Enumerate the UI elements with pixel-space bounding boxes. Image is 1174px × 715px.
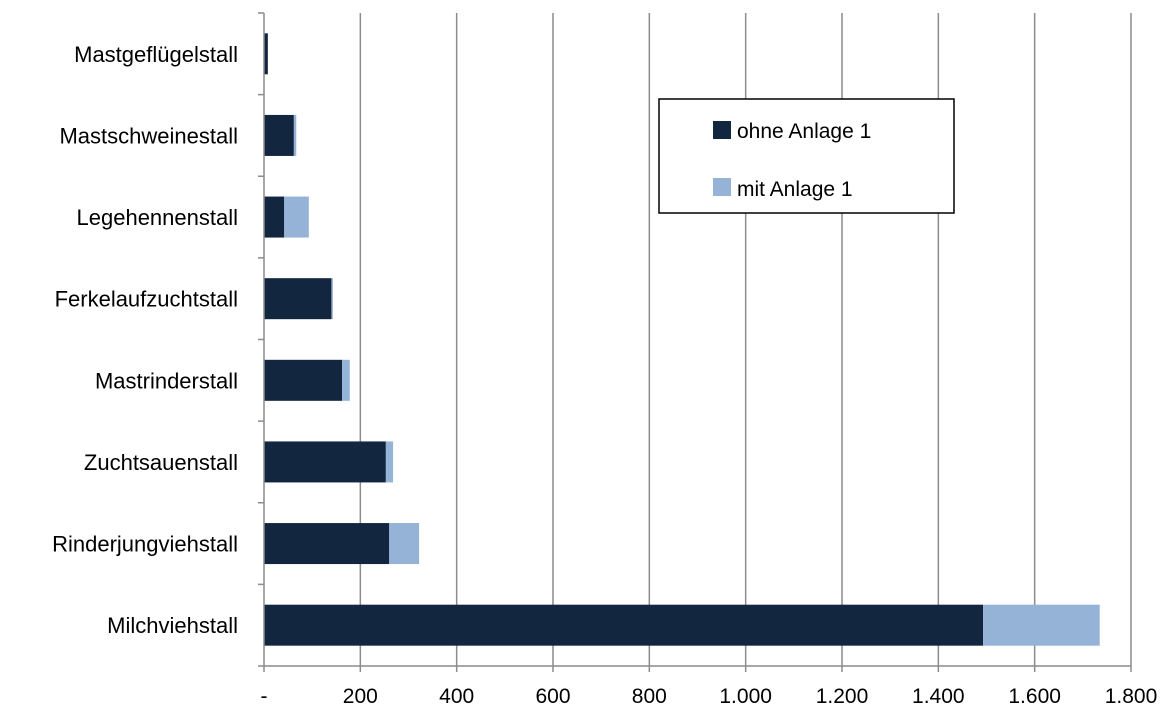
tick-labels: - 200 400 600 800 1.000 1.200 1.400 1.600 1.800 <box>261 685 1158 708</box>
category-label: Milchviehstall <box>107 613 238 638</box>
bar-ohne-anlage-1 <box>264 114 294 156</box>
bar-mit-anlage-1 <box>385 441 394 483</box>
category-label: Rinderjungviehstall <box>52 532 238 557</box>
bar-ohne-anlage-1 <box>264 359 343 401</box>
x-tick-label: 1.000 <box>719 685 772 708</box>
legend-label-ohne-anlage-1: ohne Anlage 1 <box>737 120 871 143</box>
bars <box>264 33 1100 646</box>
category-label: Ferkelaufzuchtstall <box>55 287 238 312</box>
category-label: Mastrinderstall <box>95 368 238 393</box>
x-tick-label: 800 <box>632 685 667 708</box>
bar-mit-anlage-1 <box>331 278 333 320</box>
x-tick-label: 1.600 <box>1008 685 1061 708</box>
x-tick-label: 1.400 <box>912 685 965 708</box>
category-labels: Mastgeflügelstall Mastschweinestall Legehe… <box>52 42 238 638</box>
axes <box>258 12 1132 672</box>
category-label: Zuchtsauenstall <box>84 450 238 475</box>
legend-swatch-mit-anlage-1 <box>713 178 731 196</box>
bar-ohne-anlage-1 <box>264 278 332 320</box>
bar-mit-anlage-1 <box>293 114 297 156</box>
x-tick-label: 1.800 <box>1105 685 1158 708</box>
bar-ohne-anlage-1 <box>264 441 386 483</box>
category-label: Legehennenstall <box>77 205 238 230</box>
bar-ohne-anlage-1 <box>264 523 390 565</box>
bar-ohne-anlage-1 <box>264 33 268 75</box>
bar-mit-anlage-1 <box>983 604 1100 646</box>
x-tick-label: 200 <box>343 685 378 708</box>
category-label: Mastschweinestall <box>59 123 238 148</box>
legend-swatch-ohne-anlage-1 <box>713 121 731 139</box>
x-tick-label: 400 <box>439 685 474 708</box>
legend: ohne Anlage 1 mit Anlage 1 <box>658 98 955 214</box>
x-tick-label: - <box>261 685 268 708</box>
category-label: Mastgeflügelstall <box>74 42 238 67</box>
bar-mit-anlage-1 <box>284 196 309 238</box>
x-tick-label: 600 <box>535 685 570 708</box>
bar-mit-anlage-1 <box>342 359 350 401</box>
bar-ohne-anlage-1 <box>264 196 285 238</box>
bar-mit-anlage-1 <box>389 523 420 565</box>
legend-label-mit-anlage-1: mit Anlage 1 <box>737 178 853 201</box>
x-tick-label: 1.200 <box>816 685 869 708</box>
bar-ohne-anlage-1 <box>264 604 984 646</box>
legend-box <box>658 98 955 214</box>
